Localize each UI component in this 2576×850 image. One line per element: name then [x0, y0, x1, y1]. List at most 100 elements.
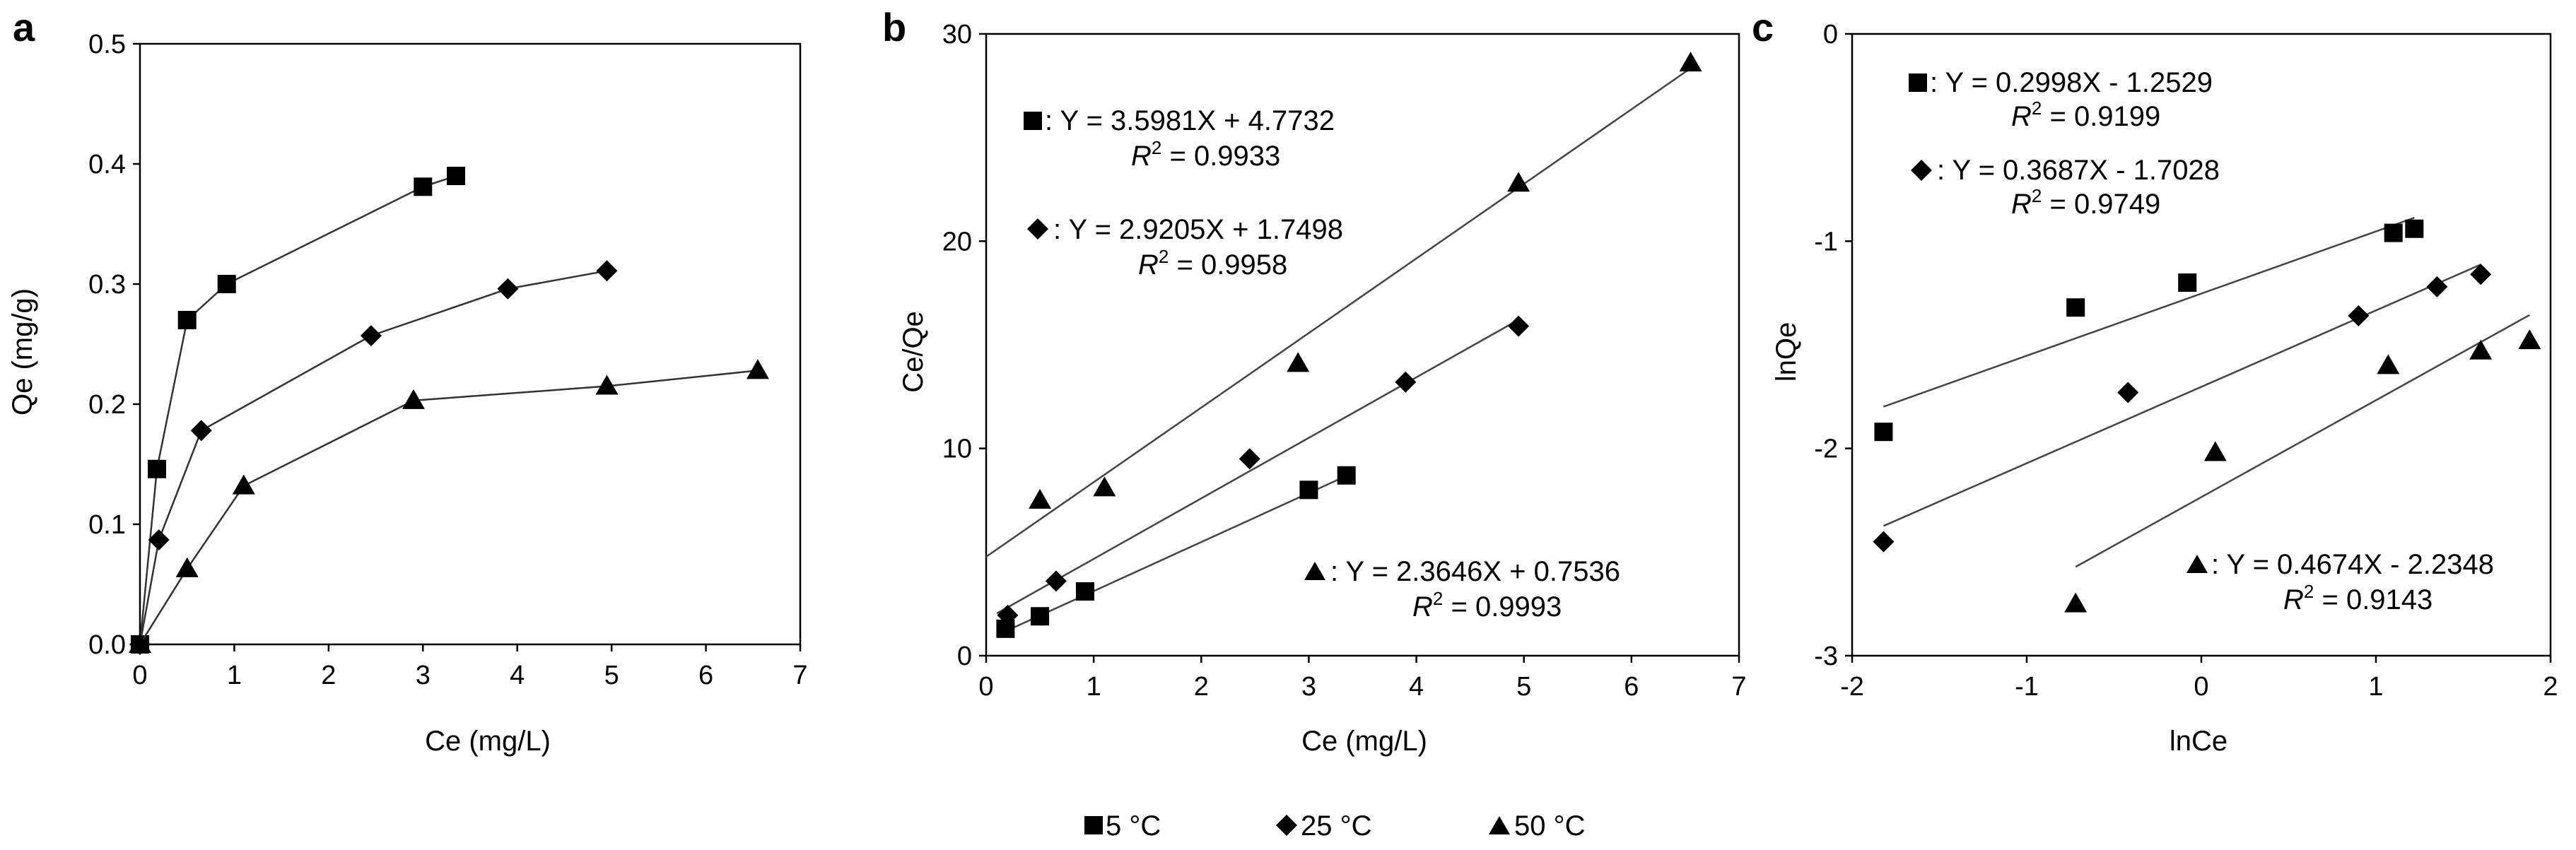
y-tick-label: 0.3	[88, 270, 126, 300]
x-tick-label: 4	[510, 661, 525, 690]
series-line	[139, 370, 759, 645]
triangle-marker	[2186, 555, 2208, 573]
r2-symbol: R	[1138, 249, 1159, 281]
x-tick-label: 3	[1301, 672, 1316, 702]
x-tick-label: 7	[792, 661, 807, 690]
r2-b-25: R2 = 0.9958	[1138, 246, 1287, 281]
r2-symbol: R	[2011, 189, 2032, 220]
data-point	[129, 633, 151, 653]
data-point	[2203, 441, 2227, 461]
data-point	[1679, 52, 1702, 72]
series-a-0	[131, 167, 465, 654]
data-point	[746, 359, 769, 379]
y-tick-label: 0	[1823, 20, 1838, 49]
x-tick-label: 3	[416, 661, 431, 690]
chart-panel-c: -2 -1 0 1 2-3-2-10	[1814, 20, 2558, 702]
legend-item-50c: 50 °C	[1489, 810, 1586, 842]
y-tick-label: 0.5	[88, 30, 126, 59]
y-axis-label-c: lnQe	[1771, 322, 1802, 382]
legend-label-25c: 25 °C	[1301, 810, 1372, 842]
data-point	[232, 474, 255, 495]
data-point	[1239, 448, 1260, 470]
fit-line	[1883, 264, 2481, 527]
data-point	[360, 325, 382, 347]
data-point	[2469, 339, 2493, 360]
x-tick-label: 1	[227, 661, 242, 690]
legend-item-5c: 5 °C	[1084, 810, 1161, 842]
x-tick-label: 6	[698, 661, 713, 690]
square-marker	[1024, 112, 1042, 130]
series-b-2	[985, 52, 1702, 558]
r2-symbol: R	[2011, 101, 2032, 132]
x-tick-label: 2	[321, 661, 336, 690]
r2-symbol: R	[1412, 591, 1433, 622]
data-point	[1508, 315, 1530, 337]
data-point	[175, 557, 199, 577]
panel-letter-a: a	[13, 5, 35, 49]
r2-superscript: 2	[1433, 588, 1443, 609]
r2-value: = 0.9749	[2042, 189, 2160, 220]
data-point	[1093, 476, 1116, 497]
x-tick-label: 1	[2368, 672, 2383, 702]
y-tick-label: 0	[957, 642, 972, 671]
x-axis-label-b: Ce (mg/L)	[1301, 726, 1427, 757]
annotation-b-50: : Y = 3.5981X + 4.7732 R2 = 0.9933	[1024, 105, 1335, 172]
series-a-2	[129, 359, 769, 653]
x-tick-label: 0	[978, 672, 993, 702]
data-point	[2117, 382, 2139, 403]
data-point	[148, 529, 170, 551]
data-point	[402, 389, 425, 409]
data-point	[2066, 298, 2085, 317]
r2-value: = 0.9933	[1161, 141, 1280, 172]
plot-frame	[985, 33, 1740, 657]
legend-label-5c: 5 °C	[1106, 810, 1161, 842]
data-point	[1874, 423, 1893, 442]
r2-symbol: R	[2283, 584, 2304, 615]
data-point	[2064, 592, 2088, 613]
r2-superscript: 2	[1152, 137, 1161, 158]
series-c-0	[1874, 217, 2424, 442]
data-point	[2470, 264, 2492, 285]
equation-b-25: : Y = 2.9205X + 1.7498	[1053, 214, 1343, 245]
y-axis-label-a: Qe (mg/g)	[7, 288, 38, 415]
r2-c-5: R2 = 0.9199	[2011, 98, 2160, 132]
panel-letter-c: c	[1752, 5, 1774, 49]
x-axis-label-c: lnCe	[2170, 726, 2227, 757]
x-tick-label: 4	[1409, 672, 1424, 702]
panel-letter-b: b	[882, 5, 906, 49]
data-point	[2178, 273, 2197, 292]
annotation-c-5: : Y = 0.2998X - 1.2529 R2 = 0.9199	[1909, 67, 2213, 132]
data-point	[177, 311, 197, 329]
r2-b-50: R2 = 0.9933	[1131, 137, 1280, 172]
equation-c-50: : Y = 0.4674X - 2.2348	[2211, 549, 2494, 580]
r2-superscript: 2	[2032, 185, 2042, 206]
triangle-marker	[1304, 562, 1325, 580]
data-point	[1507, 172, 1530, 192]
data-point	[2405, 219, 2424, 238]
x-tick-label: 2	[1194, 672, 1209, 702]
y-tick-label: 10	[942, 435, 972, 464]
data-point	[1395, 371, 1417, 393]
legend: 5 °C 25 °C 50 °C	[1084, 810, 1586, 842]
fit-line	[1883, 217, 2415, 408]
r2-value: = 0.9958	[1169, 249, 1287, 281]
data-point	[217, 275, 236, 293]
r2-value: = 0.9199	[2042, 101, 2160, 132]
diamond-icon	[1276, 815, 1297, 836]
r2-superscript: 2	[2304, 581, 2314, 602]
equation-c-5: : Y = 0.2998X - 1.2529	[1930, 67, 2213, 98]
r2-value: = 0.9993	[1443, 591, 1562, 622]
data-point	[1299, 480, 1318, 500]
data-point	[596, 260, 618, 282]
equation-b-50: : Y = 3.5981X + 4.7732	[1045, 105, 1335, 136]
x-tick-label: -1	[2015, 672, 2039, 702]
series-b-1	[996, 315, 1530, 626]
annotation-b-5: : Y = 2.3646X + 0.7536 R2 = 0.9993	[1304, 556, 1620, 622]
series-c-2	[2064, 314, 2541, 613]
series-a-1	[129, 260, 618, 655]
annotation-c-25: : Y = 0.3687X - 1.7028 R2 = 0.9749	[1911, 155, 2220, 220]
plot-frame	[139, 42, 802, 646]
annotation-c-50: : Y = 0.4674X - 2.2348 R2 = 0.9143	[2186, 549, 2494, 615]
x-tick-label: 6	[1624, 672, 1639, 702]
